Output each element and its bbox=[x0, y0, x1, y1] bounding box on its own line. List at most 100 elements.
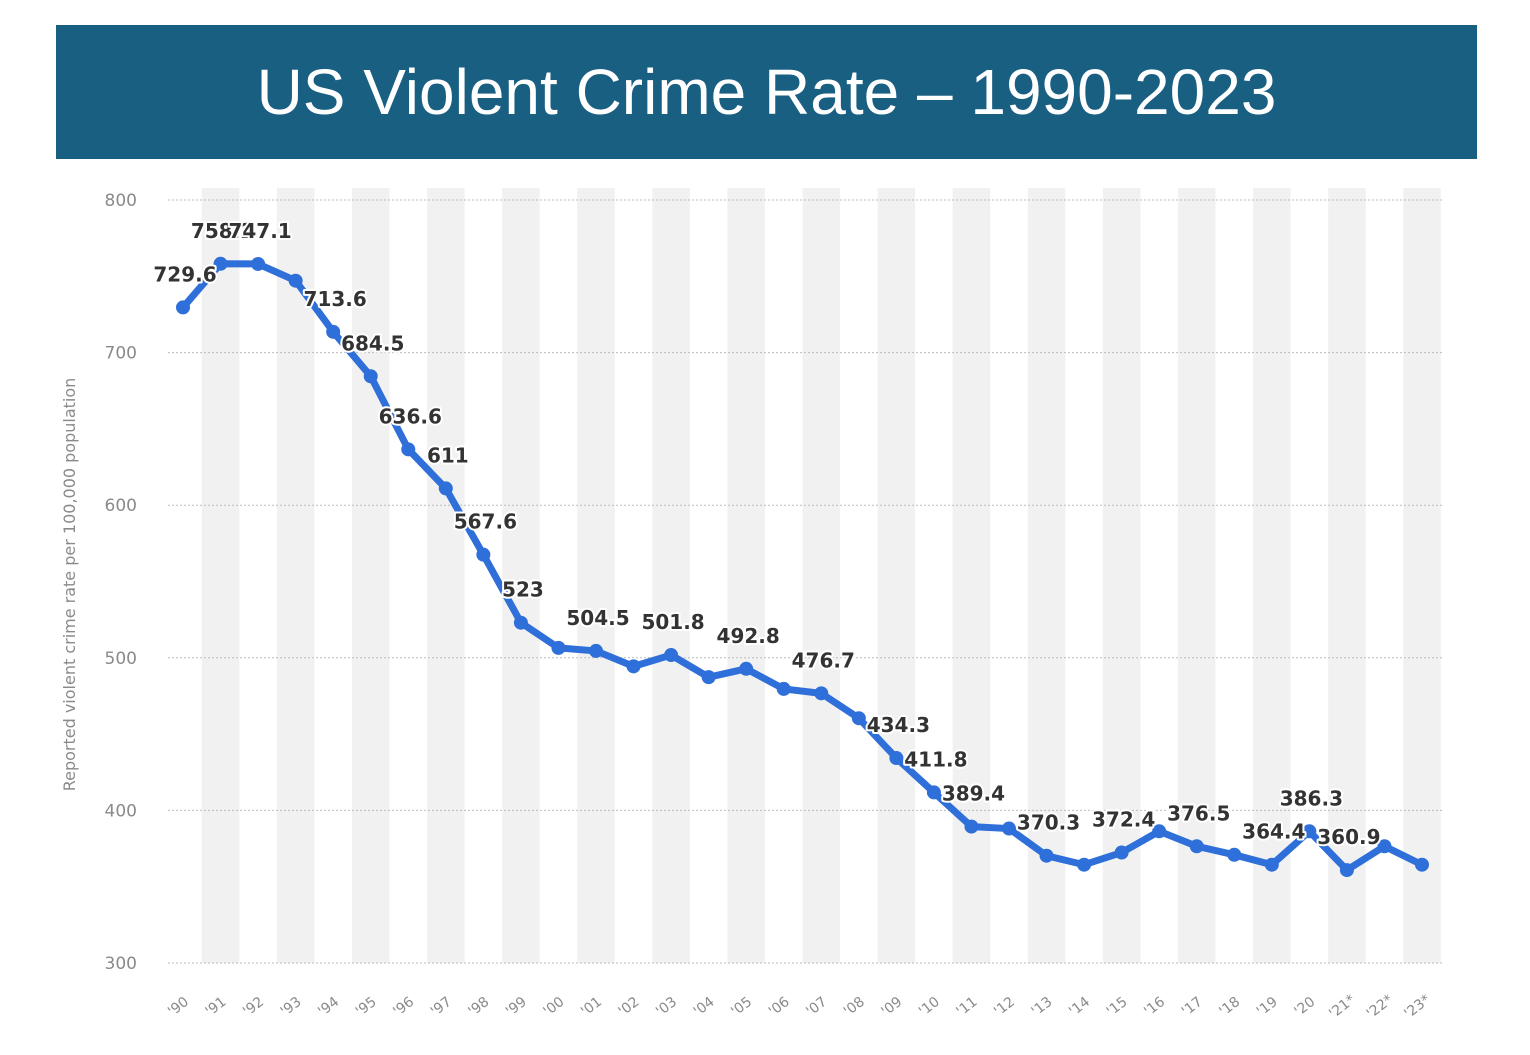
data-point bbox=[664, 648, 679, 663]
data-label: 713.6 bbox=[304, 287, 367, 311]
data-point bbox=[326, 324, 341, 339]
data-label: 376.5 bbox=[1167, 801, 1230, 825]
x-tick-label: '05 bbox=[728, 994, 755, 1020]
title-banner: US Violent Crime Rate – 1990-2023 bbox=[56, 25, 1477, 159]
data-label: 747.1 bbox=[228, 219, 291, 243]
data-label: 523 bbox=[502, 578, 544, 602]
x-tick-label: '22* bbox=[1364, 992, 1396, 1022]
data-label: 636.6 bbox=[379, 404, 442, 428]
data-label: 386.3 bbox=[1280, 786, 1343, 810]
column-stripe bbox=[952, 188, 991, 963]
y-tick-label: 800 bbox=[105, 191, 137, 211]
data-label: 504.5 bbox=[566, 606, 629, 630]
column-stripe bbox=[727, 188, 765, 963]
column-stripe bbox=[652, 188, 690, 963]
x-tick-label: '16 bbox=[1141, 994, 1168, 1020]
y-tick-label: 500 bbox=[105, 649, 137, 669]
x-tick-label: '00 bbox=[541, 994, 568, 1020]
column-stripe bbox=[351, 188, 390, 963]
x-tick-label: '98 bbox=[465, 994, 492, 1020]
chart-title: US Violent Crime Rate – 1990-2023 bbox=[256, 56, 1277, 128]
x-tick-label: '17 bbox=[1179, 994, 1206, 1020]
data-point bbox=[889, 751, 904, 766]
y-axis-label: Reported violent crime rate per 100,000 … bbox=[60, 378, 79, 792]
data-label: 611 bbox=[427, 443, 469, 467]
column-stripe bbox=[1177, 188, 1216, 963]
data-point bbox=[213, 256, 228, 271]
data-label: 370.3 bbox=[1017, 811, 1080, 835]
data-point bbox=[926, 785, 941, 800]
data-label: 476.7 bbox=[792, 648, 855, 672]
data-point bbox=[1264, 857, 1279, 872]
column-stripe bbox=[877, 188, 916, 963]
data-point bbox=[701, 670, 716, 685]
column-stripe bbox=[502, 188, 540, 963]
y-tick-label: 300 bbox=[105, 954, 137, 974]
x-tick-label: '99 bbox=[503, 994, 530, 1020]
data-point bbox=[626, 659, 641, 674]
x-tick-label: '07 bbox=[803, 994, 830, 1020]
x-tick-label: '91 bbox=[203, 994, 230, 1020]
data-point bbox=[814, 686, 829, 701]
data-label: 758.2 bbox=[191, 219, 254, 243]
data-point bbox=[739, 661, 754, 676]
column-stripe bbox=[276, 188, 315, 963]
y-tick-label: 700 bbox=[105, 344, 137, 364]
x-tick-label: '09 bbox=[878, 994, 905, 1020]
column-stripe bbox=[1253, 188, 1291, 963]
x-tick-label: '21* bbox=[1326, 992, 1358, 1022]
data-point bbox=[1114, 845, 1129, 860]
data-label: 389.4 bbox=[942, 782, 1005, 806]
y-tick-label: 600 bbox=[105, 496, 137, 516]
x-tick-label: '02 bbox=[616, 994, 643, 1020]
data-point bbox=[964, 819, 979, 834]
data-label: 729.6 bbox=[153, 262, 216, 286]
data-point bbox=[1039, 848, 1054, 863]
x-tick-label: '96 bbox=[390, 994, 417, 1020]
x-tick-label: '15 bbox=[1104, 994, 1131, 1020]
series-line bbox=[179, 260, 1426, 874]
data-point bbox=[1302, 824, 1317, 839]
data-point bbox=[1415, 857, 1429, 872]
x-tick-label: '14 bbox=[1066, 994, 1093, 1020]
data-point bbox=[1077, 857, 1092, 872]
x-tick-label: '95 bbox=[353, 994, 380, 1020]
data-point bbox=[1152, 824, 1167, 839]
data-point bbox=[401, 442, 416, 457]
column-stripe bbox=[1027, 188, 1066, 963]
data-point bbox=[513, 615, 528, 630]
data-point bbox=[551, 640, 566, 655]
x-tick-label: '94 bbox=[315, 994, 342, 1020]
data-label: 434.3 bbox=[867, 713, 930, 737]
data-point bbox=[776, 681, 791, 696]
data-label: 684.5 bbox=[341, 331, 404, 355]
data-label: 567.6 bbox=[454, 510, 517, 534]
x-tick-label: '13 bbox=[1029, 994, 1056, 1020]
data-point bbox=[438, 481, 453, 496]
data-point bbox=[288, 273, 303, 288]
data-point bbox=[851, 711, 866, 726]
x-tick-label: '97 bbox=[428, 994, 455, 1020]
data-point bbox=[176, 300, 190, 315]
x-tick-label: '08 bbox=[841, 994, 868, 1020]
column-stripe bbox=[577, 188, 615, 963]
x-tick-label: '93 bbox=[278, 994, 305, 1020]
data-label: 501.8 bbox=[641, 610, 704, 634]
data-label: 372.4 bbox=[1092, 808, 1155, 832]
data-point bbox=[476, 547, 491, 562]
x-tick-label: '19 bbox=[1254, 994, 1281, 1020]
column-stripe bbox=[1102, 188, 1141, 963]
x-tick-label: '18 bbox=[1216, 994, 1243, 1020]
column-stripe bbox=[201, 188, 240, 963]
column-stripe bbox=[427, 188, 465, 963]
data-label: 411.8 bbox=[904, 747, 967, 771]
column-stripe bbox=[802, 188, 841, 963]
data-point bbox=[1339, 863, 1354, 878]
data-point bbox=[1189, 839, 1204, 854]
column-stripe bbox=[1403, 188, 1441, 963]
data-point bbox=[251, 256, 266, 271]
x-tick-label: '01 bbox=[578, 994, 605, 1020]
data-label: 360.9 bbox=[1317, 825, 1380, 849]
x-tick-label: '03 bbox=[653, 994, 680, 1020]
